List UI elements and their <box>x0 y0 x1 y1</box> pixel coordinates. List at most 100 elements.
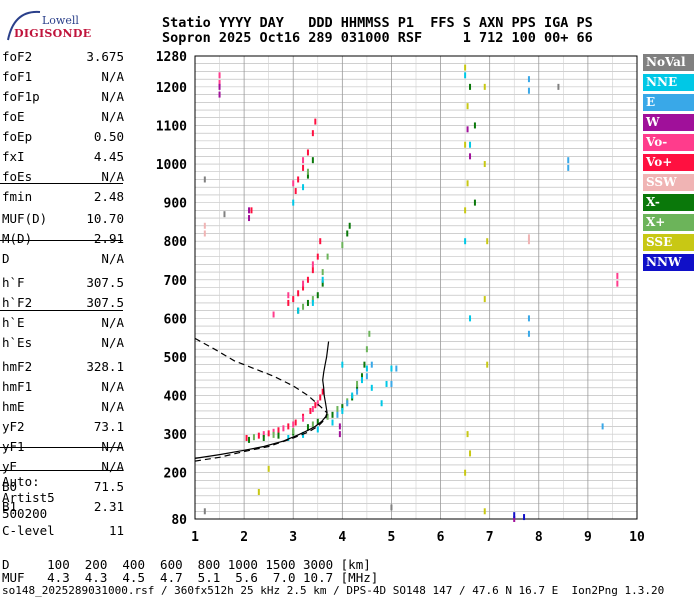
echo-point <box>311 130 314 137</box>
echo-point <box>464 72 467 79</box>
echo-point <box>356 388 359 395</box>
echo-point <box>218 72 221 79</box>
echo-point <box>257 432 260 439</box>
parameter-group-virtual-heights: h`F 307.5 h`F2 307.5 h`E N/A h`Es N/A <box>2 273 124 353</box>
echo-point <box>483 296 486 303</box>
echo-point <box>302 164 305 171</box>
echo-point <box>316 418 319 425</box>
parameter-name: hmF2 <box>2 359 33 374</box>
echo-point <box>380 400 383 407</box>
echo-point <box>370 361 373 368</box>
parameter-value: 307.5 <box>86 295 124 310</box>
echo-point <box>306 168 309 175</box>
echo-point <box>527 76 530 83</box>
logo-swoosh-icon <box>7 10 41 41</box>
parameter-value: N/A <box>101 379 124 394</box>
echo-point <box>326 413 329 420</box>
echo-point <box>294 419 297 426</box>
parameter-value: 71.5 <box>93 479 124 494</box>
y-tick-label: 600 <box>164 312 188 327</box>
autoscale-artist: Artist5 <box>2 490 55 505</box>
echo-point <box>316 426 319 433</box>
echo-point <box>321 276 324 283</box>
echo-point <box>248 207 251 214</box>
echo-point <box>346 230 349 237</box>
parameter-row: foE N/A <box>2 107 124 127</box>
echo-point <box>601 423 604 430</box>
echo-point <box>464 141 467 148</box>
echo-point <box>351 392 354 399</box>
echo-point <box>272 431 275 438</box>
legend-item: Vo- <box>643 134 694 151</box>
echo-point <box>294 188 297 195</box>
echo-point <box>306 276 309 283</box>
parameter-value: 4.45 <box>93 149 124 164</box>
echo-point <box>319 394 322 401</box>
x-tick-label: 7 <box>486 530 494 545</box>
parameter-row: yF1 N/A <box>2 437 124 457</box>
parameter-group-confidence: C-level 11 <box>2 521 124 541</box>
parameter-name: M(D) <box>2 231 33 246</box>
echo-point <box>319 238 322 245</box>
parameter-row: foF2 3.675 <box>2 47 124 67</box>
echo-point <box>469 450 472 457</box>
echo-point <box>306 424 309 431</box>
parameter-value: N/A <box>101 439 124 454</box>
trace-fit-curve-lower <box>194 413 328 462</box>
echo-point <box>267 430 270 437</box>
echo-point <box>311 261 314 268</box>
parameter-value: 73.1 <box>93 419 124 434</box>
echo-point <box>245 434 248 441</box>
parameter-row: B0 71.5 <box>2 477 124 497</box>
echo-point <box>616 280 619 287</box>
echo-point <box>314 118 317 125</box>
echo-point <box>473 199 476 206</box>
echo-point <box>331 411 334 418</box>
echo-point <box>486 238 489 245</box>
muf-table-distance: D 100 200 400 600 800 1000 1500 3000 [km… <box>2 557 371 572</box>
parameter-group-critical-frequencies: foF2 3.675 foF1 N/A foF1p N/A foE N/A foEp 0.50 fx… <box>2 47 124 207</box>
echo-point <box>257 488 260 495</box>
echo-point <box>203 508 206 515</box>
y-tick-label: 300 <box>164 428 188 443</box>
parameter-row: hmF1 N/A <box>2 377 124 397</box>
parameter-name: B0 <box>2 479 18 494</box>
parameter-row: hmE N/A <box>2 397 124 417</box>
echo-point <box>277 427 280 434</box>
echo-point <box>346 400 349 407</box>
y-tick-label: 1100 <box>156 119 187 134</box>
parameter-row: D N/A <box>2 249 124 269</box>
echo-point <box>302 415 305 422</box>
echo-point <box>277 432 280 439</box>
parameter-value: 0.50 <box>93 129 124 144</box>
x-tick-label: 1 <box>191 530 199 545</box>
y-tick-label: 500 <box>164 351 188 366</box>
legend-item: SSW <box>643 174 694 191</box>
y-tick-label: 80 <box>171 513 187 528</box>
echo-point <box>306 299 309 306</box>
parameter-name: foEs <box>2 169 33 184</box>
legend-item: NNW <box>643 254 694 271</box>
echo-point <box>292 428 295 435</box>
echo-point <box>287 292 290 299</box>
parameter-row: fmin 2.48 <box>2 187 124 207</box>
parameter-row: h`F2 307.5 <box>2 293 124 313</box>
parameter-group-muf: MUF(D) 10.70 M(D) 2.91 D N/A <box>2 209 124 269</box>
parameter-name: h`Es <box>2 335 33 350</box>
echo-point <box>309 407 312 414</box>
echo-point <box>311 157 314 164</box>
legend-item: E <box>643 94 694 111</box>
parameter-value: N/A <box>101 399 124 414</box>
x-tick-label: 9 <box>584 530 592 545</box>
echo-point <box>321 269 324 276</box>
autoscale-version: 500200 <box>2 506 48 521</box>
echo-point <box>218 83 221 90</box>
ionogram-chart: 2003004005006007008009001000110012001280… <box>156 50 645 545</box>
echo-point <box>248 436 251 443</box>
echo-point <box>360 377 363 384</box>
echo-point <box>306 149 309 156</box>
parameter-name: foF2 <box>2 49 33 64</box>
echo-point <box>282 425 285 432</box>
parameter-row: h`Es N/A <box>2 333 124 353</box>
parameter-row: C-level 11 <box>2 521 124 541</box>
